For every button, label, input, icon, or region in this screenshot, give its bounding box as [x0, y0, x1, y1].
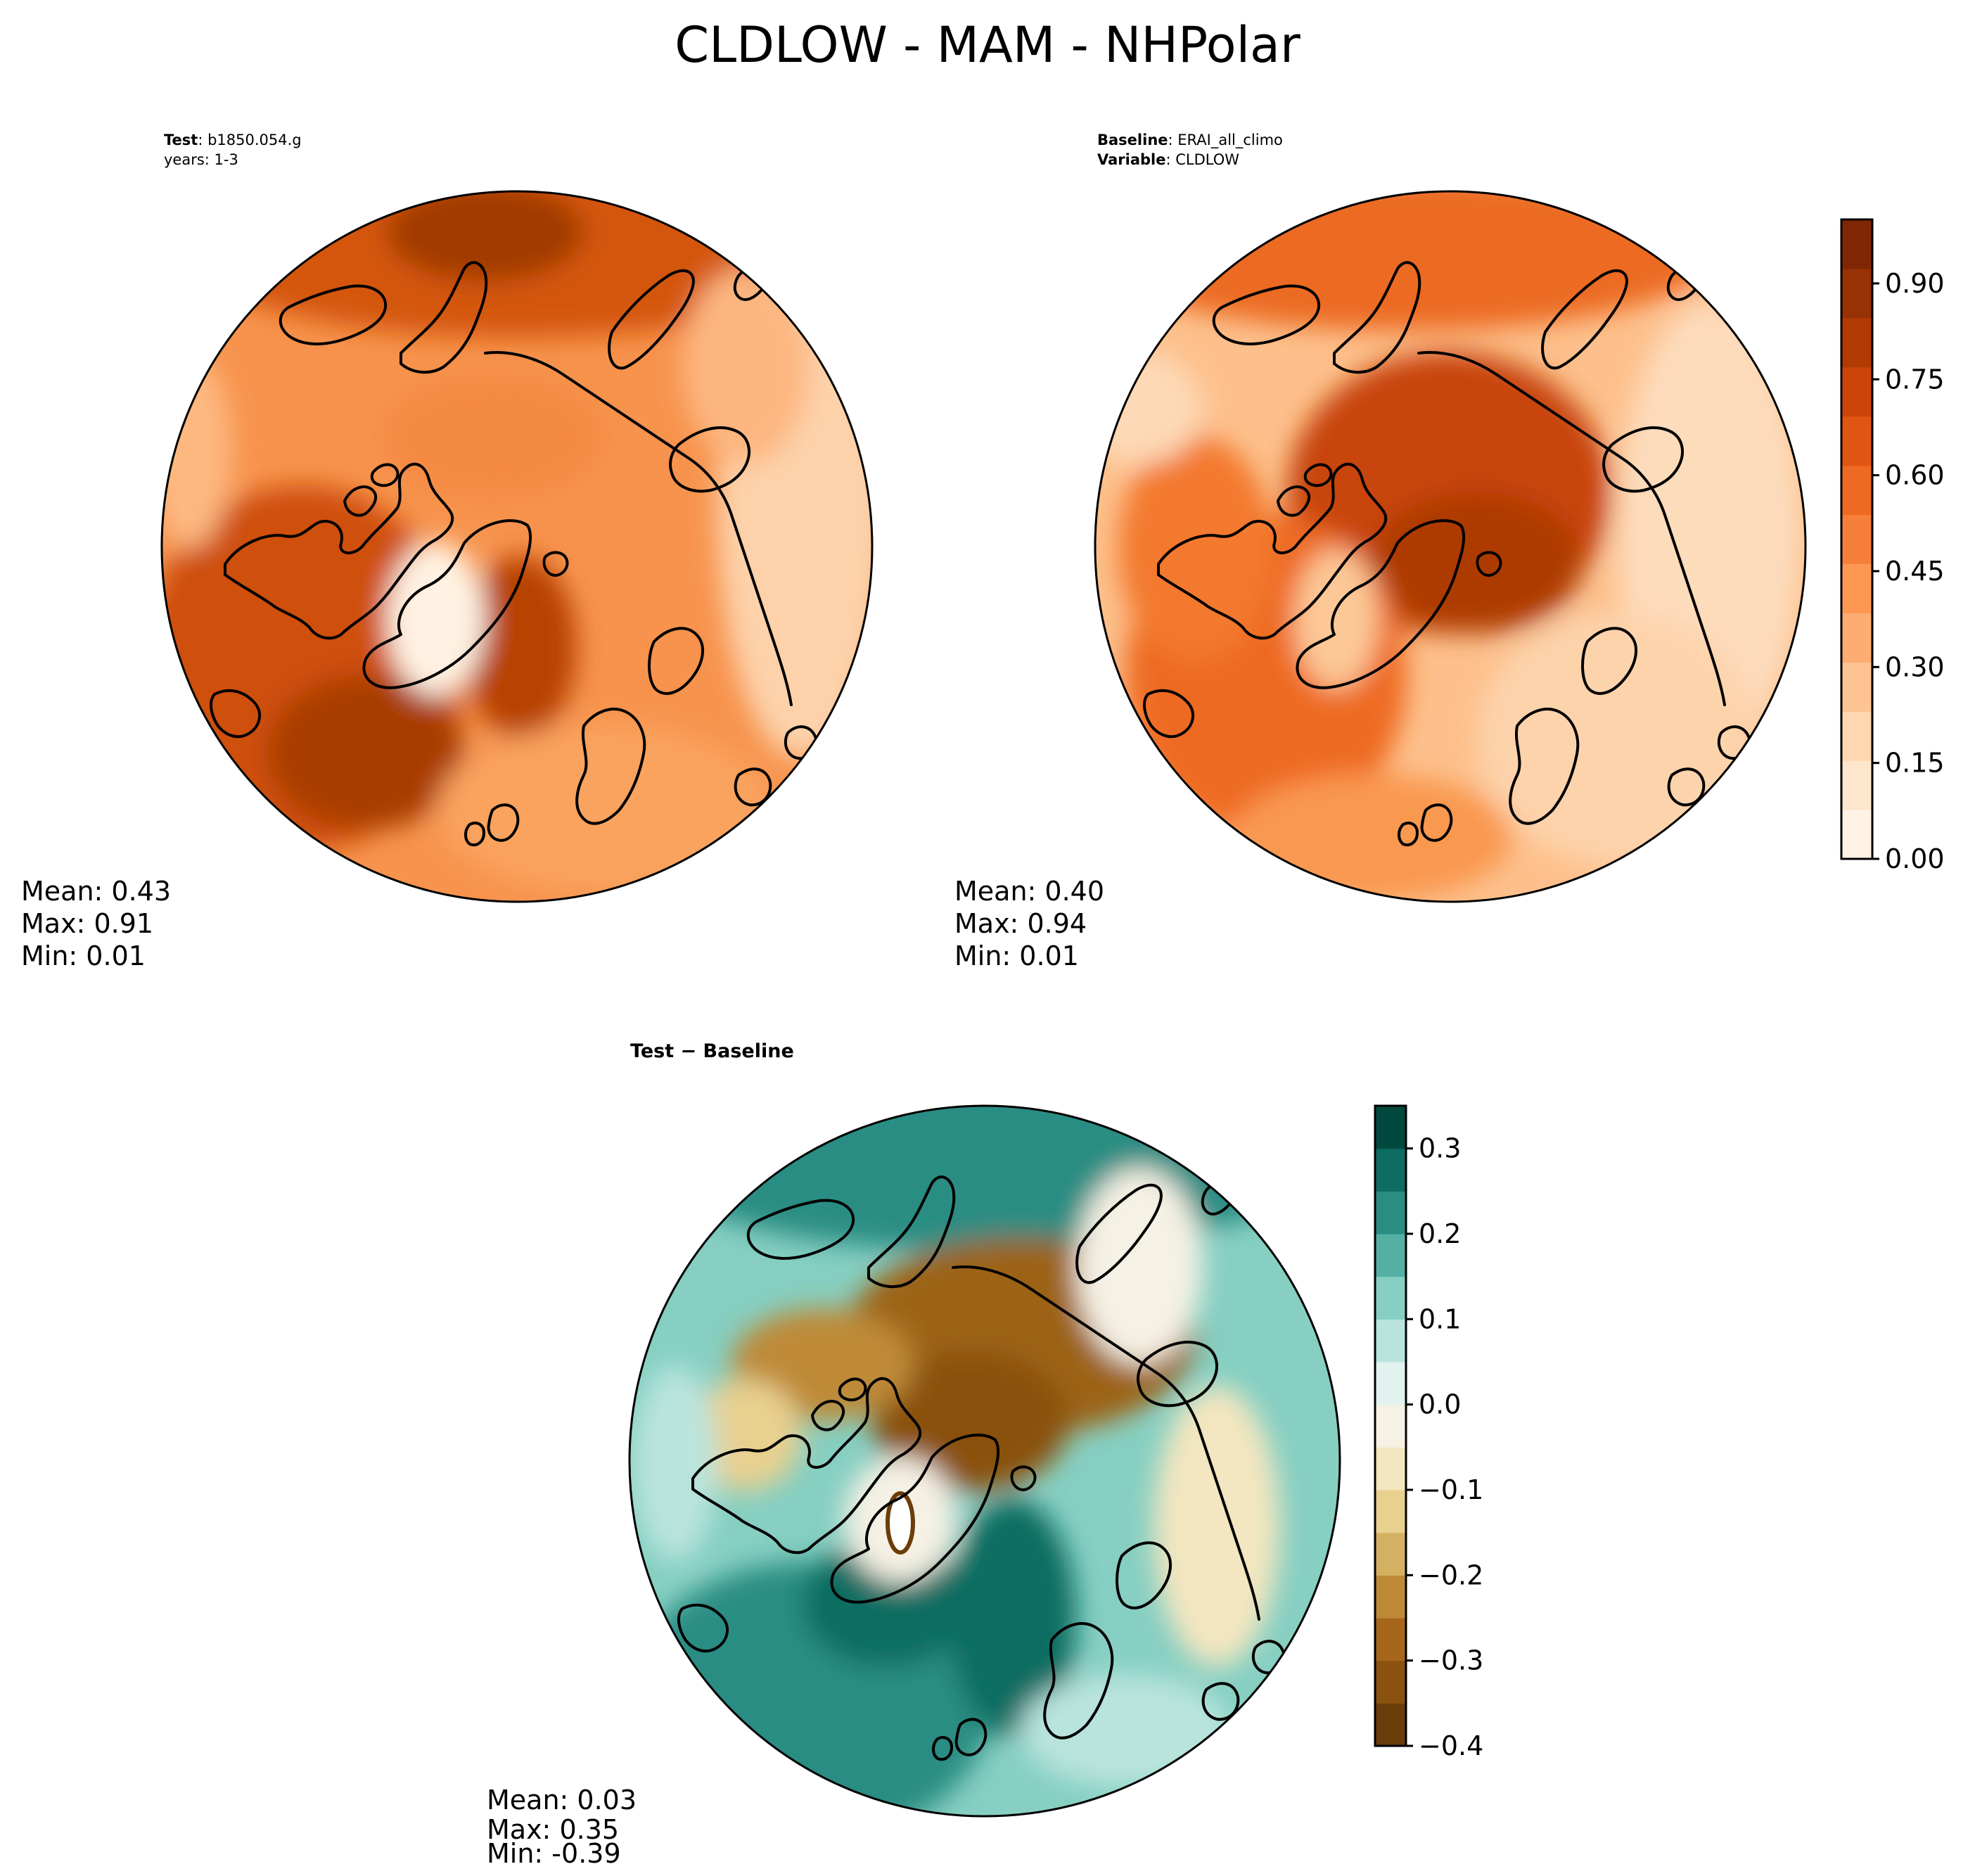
- colorbar-diff-band: [1375, 1148, 1406, 1192]
- test-min: Min: 0.01: [21, 940, 146, 971]
- colorbar-diff-band: [1375, 1490, 1406, 1533]
- colorbar-main-frame: [1840, 218, 1874, 860]
- colorbar-main: 0.00 0.15 0.30 0.45 0.60 0.75 0.90: [1840, 218, 1945, 874]
- colorbar-diff-band: [1375, 1660, 1406, 1704]
- diff-mean: Mean: 0.03: [487, 1785, 637, 1816]
- baseline-mean: Mean: 0.40: [954, 876, 1104, 907]
- colorbar-main-band: [1841, 711, 1872, 761]
- colorbar-diff-band: [1375, 1276, 1406, 1320]
- colorbar-diff-tick-label: 0.2: [1419, 1218, 1461, 1249]
- colorbar-diff-band: [1375, 1191, 1406, 1234]
- diff-max: Max: 0.35: [487, 1814, 619, 1845]
- colorbar-diff-band: [1375, 1532, 1406, 1576]
- colorbar-main-band: [1841, 268, 1872, 319]
- test-years: years: 1-3: [164, 151, 238, 168]
- panel-diff: Test − Baseline Mean: 0.03: [487, 1040, 1341, 1869]
- baseline-map: [1095, 191, 1805, 902]
- colorbar-diff-tick-label: 0.1: [1419, 1303, 1461, 1334]
- baseline-max: Max: 0.94: [954, 908, 1087, 939]
- colorbar-diff-tick-label: −0.4: [1419, 1730, 1483, 1761]
- colorbar-main-tick-label: 0.90: [1885, 268, 1945, 299]
- baseline-min: Min: 0.01: [954, 940, 1079, 971]
- colorbar-main-tick-label: 0.75: [1885, 364, 1945, 395]
- colorbar-diff-band: [1375, 1319, 1406, 1363]
- colorbar-main-tick-label: 0.60: [1885, 460, 1945, 491]
- colorbar-diff-tick-label: −0.1: [1419, 1474, 1483, 1505]
- colorbar-diff-tick-label: −0.2: [1419, 1559, 1483, 1590]
- colorbar-main-tick-label: 0.15: [1885, 748, 1945, 779]
- colorbar-diff-tick-label: 0.3: [1419, 1133, 1461, 1164]
- colorbar-main-band: [1841, 366, 1872, 417]
- diff-label: Test − Baseline: [630, 1040, 794, 1062]
- diff-map: [629, 1106, 1340, 1816]
- colorbar-main-tick-label: 0.30: [1885, 651, 1945, 682]
- colorbar-main-tick-label: 0.45: [1885, 556, 1945, 587]
- colorbar-diff-band: [1375, 1575, 1406, 1619]
- colorbar-diff-tick-label: −0.3: [1419, 1645, 1483, 1676]
- colorbar-diff-tick-label: 0.0: [1419, 1389, 1461, 1420]
- colorbar-main-band: [1841, 613, 1872, 663]
- diff-min: Min: -0.39: [487, 1838, 621, 1869]
- colorbar-main-band: [1841, 662, 1872, 712]
- baseline-map-border: [1094, 190, 1807, 903]
- test-map: [162, 191, 872, 902]
- colorbar-diff-frame: [1374, 1104, 1407, 1747]
- baseline-label: Baseline: ERAI_all_climo: [1097, 132, 1283, 149]
- test-max: Max: 0.91: [21, 908, 153, 939]
- panel-test: Test: b1850.054.g years: 1-3 Mean: 0.43 …: [21, 132, 874, 971]
- colorbar-diff-band: [1375, 1106, 1406, 1149]
- test-map-border: [160, 190, 874, 903]
- colorbar-main-band: [1841, 760, 1872, 810]
- colorbar-diff-band: [1375, 1404, 1406, 1448]
- test-mean: Mean: 0.43: [21, 876, 171, 907]
- colorbar-main-band: [1841, 416, 1872, 466]
- colorbar-diff-band: [1375, 1447, 1406, 1491]
- colorbar-diff-band: [1375, 1618, 1406, 1661]
- colorbar-main-band: [1841, 317, 1872, 368]
- diff-map-border: [628, 1104, 1341, 1818]
- colorbar-diff-band: [1375, 1703, 1406, 1747]
- baseline-variable: Variable: CLDLOW: [1097, 151, 1239, 168]
- colorbar-main-tick-label: 0.00: [1885, 843, 1945, 874]
- figure-title: CLDLOW - MAM - NHPolar: [675, 16, 1300, 74]
- colorbar-main-band: [1841, 465, 1872, 516]
- test-label: Test: b1850.054.g: [164, 132, 302, 148]
- colorbar-main-band: [1841, 514, 1872, 565]
- colorbar-diff-band: [1375, 1362, 1406, 1405]
- panel-baseline: Baseline: ERAI_all_climo Variable: CLDLO…: [954, 132, 1807, 971]
- colorbar-main-band: [1841, 810, 1872, 860]
- colorbar-diff-band: [1375, 1234, 1406, 1277]
- colorbar-diff: 0.3 0.2 0.1 0.0 −0.1 −0.2 −0.3 −0.4: [1374, 1104, 1483, 1761]
- colorbar-main-band: [1841, 219, 1872, 269]
- colorbar-main-band: [1841, 563, 1872, 613]
